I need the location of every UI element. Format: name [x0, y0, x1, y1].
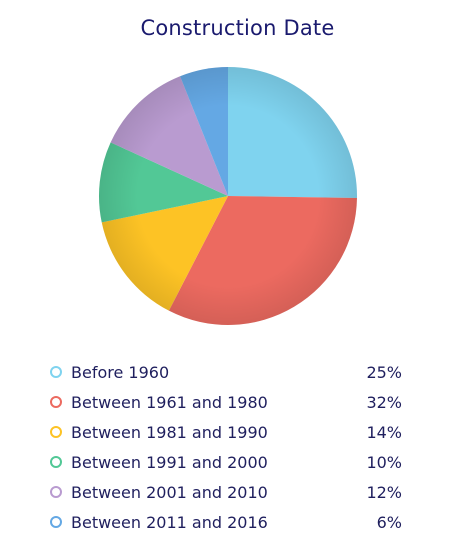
legend-value: 32% — [366, 392, 402, 412]
legend-value: 6% — [376, 512, 402, 532]
legend-marker-icon — [50, 396, 62, 408]
pie-chart — [98, 67, 357, 325]
legend-label: Before 1960 — [71, 362, 170, 382]
legend-item-before-1960[interactable]: Before 1960 25% — [50, 357, 402, 387]
legend: Before 1960 25% Between 1961 and 1980 32… — [50, 357, 402, 537]
legend-item-2011-2016[interactable]: Between 2011 and 2016 6% — [50, 507, 402, 537]
pie-slice-before-1960[interactable] — [228, 67, 357, 199]
chart-title: Construction Date — [140, 16, 335, 40]
legend-item-2001-2010[interactable]: Between 2001 and 2010 12% — [50, 477, 402, 507]
pie-slices — [98, 67, 357, 325]
legend-value: 10% — [366, 452, 402, 472]
legend-value: 25% — [366, 362, 402, 382]
legend-value: 12% — [366, 482, 402, 502]
legend-marker-icon — [50, 486, 62, 498]
legend-item-1991-2000[interactable]: Between 1991 and 2000 10% — [50, 447, 402, 477]
legend-label: Between 2011 and 2016 — [71, 512, 268, 532]
legend-value: 14% — [366, 422, 402, 442]
legend-label: Between 1961 and 1980 — [71, 392, 268, 412]
legend-label: Between 1981 and 1990 — [71, 422, 268, 442]
legend-marker-icon — [50, 366, 62, 378]
legend-item-1961-1980[interactable]: Between 1961 and 1980 32% — [50, 387, 402, 417]
legend-marker-icon — [50, 456, 62, 468]
legend-marker-icon — [50, 426, 62, 438]
legend-marker-icon — [50, 516, 62, 528]
legend-label: Between 1991 and 2000 — [71, 452, 268, 472]
legend-item-1981-1990[interactable]: Between 1981 and 1990 14% — [50, 417, 402, 447]
legend-label: Between 2001 and 2010 — [71, 482, 268, 502]
